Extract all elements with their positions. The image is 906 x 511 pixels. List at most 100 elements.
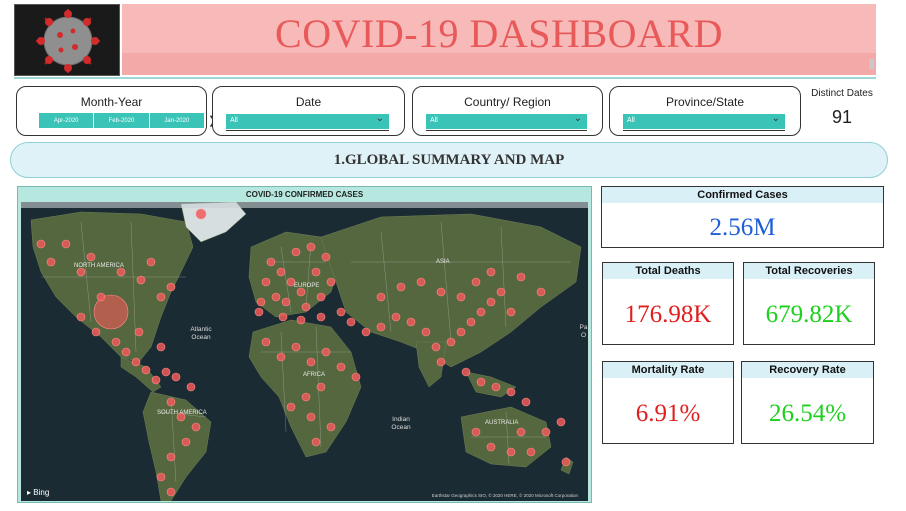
case-marker[interactable]: [541, 427, 551, 437]
case-marker[interactable]: [151, 375, 161, 385]
case-marker[interactable]: [391, 312, 401, 322]
case-marker[interactable]: [316, 312, 326, 322]
case-marker[interactable]: [456, 327, 466, 337]
case-marker[interactable]: [506, 447, 516, 457]
case-marker[interactable]: [166, 452, 176, 462]
case-marker[interactable]: [286, 402, 296, 412]
case-marker[interactable]: [76, 267, 86, 277]
tile-jan-2020[interactable]: Jan-2020: [149, 113, 204, 128]
case-marker[interactable]: [421, 327, 431, 337]
case-marker[interactable]: [61, 239, 71, 249]
case-marker[interactable]: [291, 247, 301, 257]
case-marker[interactable]: [195, 208, 207, 220]
case-marker[interactable]: [191, 422, 201, 432]
case-marker[interactable]: [281, 297, 291, 307]
date-dropdown[interactable]: All ⌄: [226, 113, 389, 131]
case-marker[interactable]: [521, 397, 531, 407]
case-marker[interactable]: [301, 392, 311, 402]
case-marker[interactable]: [346, 317, 356, 327]
case-marker[interactable]: [311, 437, 321, 447]
case-marker[interactable]: [446, 337, 456, 347]
province-dropdown[interactable]: All ⌄: [623, 113, 785, 131]
country-dropdown[interactable]: All ⌄: [426, 113, 587, 131]
case-marker[interactable]: [121, 347, 131, 357]
chevron-down-icon[interactable]: ⌄: [771, 113, 780, 124]
map-canvas[interactable]: NORTH AMERICA EUROPE ASIA AFRICA SOUTH A…: [21, 202, 588, 501]
case-marker[interactable]: [261, 337, 271, 347]
case-marker[interactable]: [256, 297, 266, 307]
case-marker[interactable]: [171, 372, 181, 382]
case-marker[interactable]: [91, 327, 101, 337]
case-marker[interactable]: [311, 267, 321, 277]
case-marker[interactable]: [471, 427, 481, 437]
case-marker[interactable]: [436, 357, 446, 367]
case-marker[interactable]: [146, 257, 156, 267]
tile-feb-2020[interactable]: Feb-2020: [94, 113, 149, 128]
case-marker[interactable]: [496, 287, 506, 297]
case-marker[interactable]: [96, 292, 106, 302]
date-slicer[interactable]: Date All ⌄: [212, 86, 405, 136]
case-marker[interactable]: [431, 342, 441, 352]
case-marker[interactable]: [254, 307, 264, 317]
country-slicer[interactable]: Country/ Region All ⌄: [412, 86, 603, 136]
case-marker[interactable]: [301, 302, 311, 312]
case-marker[interactable]: [93, 294, 129, 330]
month-year-slicer[interactable]: Month-Year Apr-2020 Feb-2020 Jan-2020 ❯: [16, 86, 217, 136]
case-marker[interactable]: [306, 357, 316, 367]
case-marker[interactable]: [278, 312, 288, 322]
case-marker[interactable]: [156, 342, 166, 352]
case-marker[interactable]: [271, 292, 281, 302]
case-marker[interactable]: [486, 297, 496, 307]
tile-apr-2020[interactable]: Apr-2020: [39, 113, 94, 128]
case-marker[interactable]: [316, 292, 326, 302]
case-marker[interactable]: [296, 315, 306, 325]
case-marker[interactable]: [166, 487, 176, 497]
case-marker[interactable]: [506, 307, 516, 317]
case-marker[interactable]: [336, 362, 346, 372]
case-marker[interactable]: [136, 275, 146, 285]
case-marker[interactable]: [116, 267, 126, 277]
case-marker[interactable]: [416, 277, 426, 287]
case-marker[interactable]: [461, 367, 471, 377]
case-marker[interactable]: [486, 267, 496, 277]
case-marker[interactable]: [46, 257, 56, 267]
case-marker[interactable]: [486, 442, 496, 452]
chevron-down-icon[interactable]: ⌄: [375, 113, 384, 124]
case-marker[interactable]: [516, 272, 526, 282]
case-marker[interactable]: [291, 342, 301, 352]
case-marker[interactable]: [396, 282, 406, 292]
case-marker[interactable]: [276, 267, 286, 277]
case-marker[interactable]: [141, 365, 151, 375]
case-marker[interactable]: [176, 412, 186, 422]
case-marker[interactable]: [351, 372, 361, 382]
case-marker[interactable]: [336, 307, 346, 317]
case-marker[interactable]: [556, 417, 566, 427]
case-marker[interactable]: [321, 347, 331, 357]
case-marker[interactable]: [476, 307, 486, 317]
chevron-down-icon[interactable]: ⌄: [573, 113, 582, 124]
case-marker[interactable]: [166, 282, 176, 292]
case-marker[interactable]: [436, 287, 446, 297]
province-slicer[interactable]: Province/State All ⌄: [609, 86, 801, 136]
case-marker[interactable]: [131, 357, 141, 367]
case-marker[interactable]: [536, 287, 546, 297]
case-marker[interactable]: [156, 292, 166, 302]
case-marker[interactable]: [326, 277, 336, 287]
case-marker[interactable]: [326, 422, 336, 432]
resize-handle[interactable]: [869, 59, 874, 69]
case-marker[interactable]: [156, 472, 166, 482]
case-marker[interactable]: [466, 317, 476, 327]
case-marker[interactable]: [561, 457, 571, 467]
case-marker[interactable]: [306, 412, 316, 422]
case-marker[interactable]: [361, 327, 371, 337]
case-marker[interactable]: [181, 437, 191, 447]
case-marker[interactable]: [76, 312, 86, 322]
case-marker[interactable]: [306, 242, 316, 252]
case-marker[interactable]: [111, 337, 121, 347]
case-marker[interactable]: [261, 277, 271, 287]
case-marker[interactable]: [286, 277, 296, 287]
case-marker[interactable]: [316, 382, 326, 392]
case-marker[interactable]: [36, 239, 46, 249]
case-marker[interactable]: [276, 352, 286, 362]
case-marker[interactable]: [526, 447, 536, 457]
